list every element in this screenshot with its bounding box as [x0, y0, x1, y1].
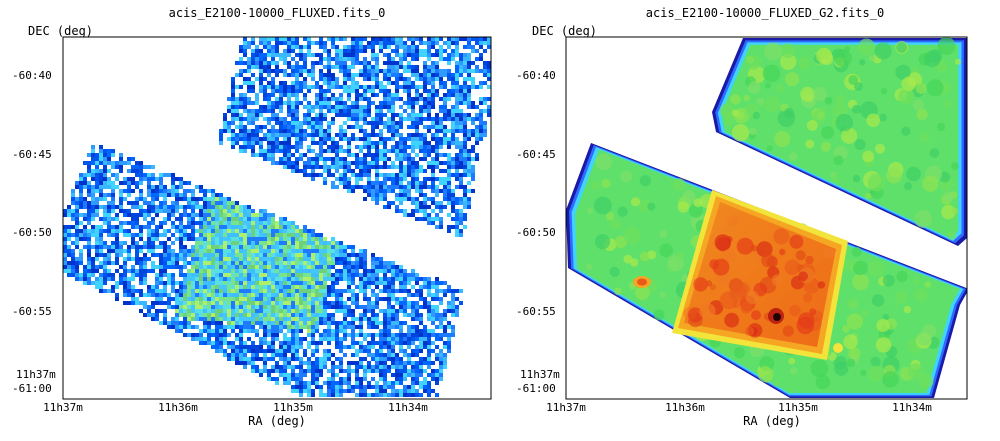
right-image — [566, 37, 969, 398]
left-image — [63, 37, 491, 397]
right-title: acis_E2100-10000_FLUXED_G2.fits_0 — [646, 6, 884, 20]
left-ylabel: DEC (deg) — [28, 24, 93, 38]
right-xlabel: RA (deg) — [743, 414, 801, 428]
right-xtick-4: 11h34m — [892, 401, 932, 414]
left-xtick-1: 11h37m — [43, 401, 83, 414]
right-ytick-4: -60:55 — [516, 305, 556, 318]
left-ytick-1: -60:40 — [12, 69, 52, 82]
right-xtick-3: 11h35m — [778, 401, 818, 414]
right-ytick-3: -60:50 — [516, 226, 556, 239]
left-xtick-3: 11h35m — [273, 401, 313, 414]
left-title: acis_E2100-10000_FLUXED.fits_0 — [169, 6, 386, 20]
left-xlabel: RA (deg) — [248, 414, 306, 428]
right-xtick-2: 11h36m — [665, 401, 705, 414]
right-xtick-1: 11h37m — [546, 401, 586, 414]
left-ytick-3: -60:50 — [12, 226, 52, 239]
right-ytick-5: -61:00 — [516, 382, 556, 395]
right-ytick-2: -60:45 — [516, 148, 556, 161]
right-panel: acis_E2100-10000_FLUXED_G2.fits_0 DEC (d… — [516, 6, 969, 428]
left-xtick-2: 11h36m — [158, 401, 198, 414]
left-ytick-2: -60:45 — [12, 148, 52, 161]
left-xtick-4: 11h34m — [388, 401, 428, 414]
right-ylabel: DEC (deg) — [532, 24, 597, 38]
left-ytick-extra: 11h37m — [16, 368, 56, 381]
right-ytick-1: -60:40 — [516, 69, 556, 82]
right-ytick-extra: 11h37m — [520, 368, 560, 381]
left-ytick-5: -61:00 — [12, 382, 52, 395]
left-ytick-4: -60:55 — [12, 305, 52, 318]
left-panel: acis_E2100-10000_FLUXED.fits_0 DEC (deg)… — [12, 6, 491, 428]
